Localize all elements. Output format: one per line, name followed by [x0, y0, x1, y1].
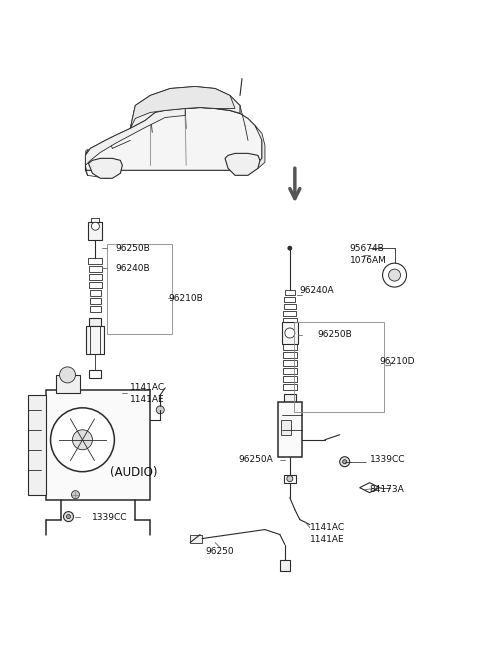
Polygon shape	[88, 159, 122, 178]
Circle shape	[72, 491, 80, 498]
Circle shape	[389, 269, 400, 281]
Text: 96240A: 96240A	[300, 286, 335, 295]
Bar	[285, 290, 295, 295]
Text: 96250: 96250	[205, 547, 234, 556]
Circle shape	[91, 222, 99, 230]
Bar	[89, 370, 101, 378]
Polygon shape	[130, 86, 240, 128]
Text: 84173A: 84173A	[370, 485, 404, 494]
Text: 96250B: 96250B	[115, 244, 150, 253]
Bar	[88, 258, 102, 264]
Polygon shape	[360, 483, 380, 493]
Bar	[283, 318, 297, 323]
Circle shape	[288, 246, 292, 250]
Bar	[284, 297, 295, 302]
Bar	[281, 420, 291, 435]
Polygon shape	[130, 86, 235, 128]
Bar	[89, 274, 102, 280]
Bar	[278, 402, 302, 457]
Text: 1141AC: 1141AC	[310, 523, 345, 532]
Bar	[89, 318, 101, 326]
Circle shape	[238, 159, 248, 170]
Circle shape	[72, 430, 93, 450]
Circle shape	[101, 163, 111, 174]
Circle shape	[285, 328, 295, 338]
Bar	[282, 322, 298, 344]
Bar	[89, 282, 101, 288]
Bar	[283, 311, 296, 316]
Bar	[90, 298, 101, 304]
Text: 1339CC: 1339CC	[93, 513, 128, 522]
Text: 1141AE: 1141AE	[130, 396, 165, 404]
Bar	[284, 475, 296, 483]
Text: (AUDIO): (AUDIO)	[110, 466, 158, 479]
Bar	[283, 344, 297, 350]
Circle shape	[383, 263, 407, 287]
Bar	[283, 376, 297, 382]
Circle shape	[287, 476, 293, 481]
Bar	[284, 304, 296, 309]
Polygon shape	[85, 109, 185, 165]
Text: 1141AC: 1141AC	[130, 383, 166, 392]
Bar	[283, 384, 297, 390]
Circle shape	[63, 512, 73, 521]
Bar	[56, 375, 81, 393]
Text: 96250A: 96250A	[238, 455, 273, 464]
Circle shape	[340, 457, 350, 467]
Text: 1076AM: 1076AM	[350, 255, 386, 265]
Circle shape	[233, 155, 253, 174]
Bar	[283, 368, 297, 374]
Text: 96240B: 96240B	[115, 263, 150, 272]
Circle shape	[156, 406, 164, 414]
Text: 1141AE: 1141AE	[310, 535, 345, 544]
Bar	[46, 390, 150, 500]
Circle shape	[50, 408, 114, 472]
Bar	[190, 534, 202, 542]
Bar	[88, 222, 102, 240]
Text: 1339CC: 1339CC	[370, 455, 405, 464]
Bar	[294, 322, 384, 412]
Bar	[108, 244, 172, 334]
Bar	[280, 559, 290, 571]
Bar	[90, 290, 101, 296]
Circle shape	[67, 515, 71, 519]
Circle shape	[96, 159, 116, 178]
Bar	[90, 306, 101, 312]
Text: 95674B: 95674B	[350, 244, 384, 253]
Circle shape	[60, 367, 75, 383]
Bar	[28, 395, 46, 495]
Polygon shape	[85, 107, 262, 170]
Bar	[284, 394, 296, 402]
Circle shape	[343, 460, 347, 464]
Text: 96250B: 96250B	[318, 331, 352, 339]
Bar	[283, 360, 297, 366]
Bar	[86, 326, 104, 354]
Text: 96210D: 96210D	[380, 358, 415, 366]
Bar	[283, 352, 297, 358]
Polygon shape	[255, 125, 265, 168]
Text: 96210B: 96210B	[168, 293, 203, 303]
Bar	[89, 266, 102, 272]
Polygon shape	[225, 153, 260, 176]
